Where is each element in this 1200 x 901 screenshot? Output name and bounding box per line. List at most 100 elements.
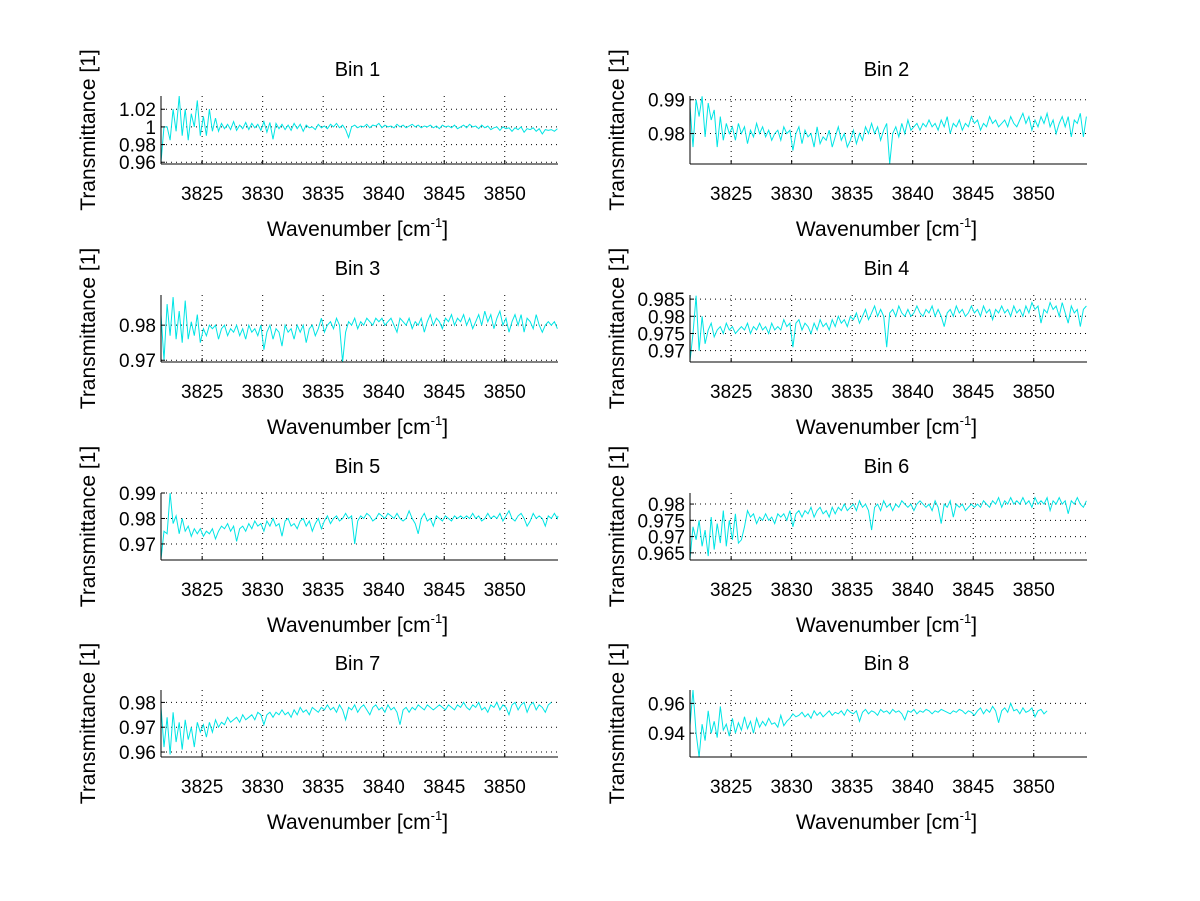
x-tick-label: 3835	[302, 382, 344, 403]
x-tick-label: 3835	[831, 777, 873, 798]
x-axis-label-superscript: -1	[431, 808, 443, 823]
x-axis-label-superscript: -1	[431, 611, 443, 626]
x-tick-label: 3850	[484, 777, 526, 798]
x-tick-label: 3830	[242, 777, 284, 798]
x-tick-label: 3825	[181, 184, 223, 205]
y-axis-label: Transmittance [1]	[606, 49, 629, 210]
x-tick-label: 3840	[363, 777, 405, 798]
x-tick-label: 3835	[831, 382, 873, 403]
x-tick-label: 3825	[181, 777, 223, 798]
x-axis-label-superscript: -1	[960, 808, 972, 823]
x-tick-label: 3830	[771, 777, 813, 798]
y-tick-label: 0.975	[637, 324, 685, 345]
series-line	[689, 96, 1087, 165]
y-tick-label: 0.98	[648, 125, 685, 146]
x-tick-label: 3825	[181, 580, 223, 601]
series-line	[160, 95, 558, 163]
x-axis-label: Wavenumber [cm-1]	[796, 413, 977, 439]
y-tick-label: 0.94	[648, 724, 685, 745]
x-axis-label-text: Wavenumber [cm	[796, 416, 960, 439]
x-axis-label-superscript: -1	[431, 413, 443, 428]
x-tick-label: 3840	[363, 184, 405, 205]
x-tick-label: 3850	[484, 184, 526, 205]
x-tick-label: 3825	[710, 777, 752, 798]
y-tick-label: 1.02	[119, 100, 156, 121]
y-tick-label: 0.97	[648, 342, 685, 363]
y-tick-label: 0.97	[119, 535, 156, 556]
x-tick-label: 3850	[1013, 580, 1055, 601]
x-axis-label-text: Wavenumber [cm	[267, 811, 431, 834]
x-tick-label: 3845	[423, 580, 465, 601]
y-tick-label: 0.98	[119, 136, 156, 157]
x-tick-label: 3850	[484, 382, 526, 403]
y-tick-label: 0.98	[119, 316, 156, 337]
x-tick-label: 3845	[423, 184, 465, 205]
panel-bin-2: 3825 3830 3835 3840 3845 3850 0.98 0.99 Bin 2 Wav…	[606, 49, 1087, 241]
x-axis-label-end: ]	[442, 614, 448, 637]
x-tick-label: 3840	[363, 382, 405, 403]
x-axis-label: Wavenumber [cm-1]	[796, 611, 977, 637]
panel-title: Bin 3	[335, 258, 381, 280]
x-tick-label: 3830	[242, 580, 284, 601]
x-axis-label-text: Wavenumber [cm	[267, 218, 431, 241]
y-tick-label: 0.97	[119, 718, 156, 739]
series-line	[689, 496, 1087, 560]
x-tick-label: 3825	[181, 382, 223, 403]
panel-title: Bin 7	[335, 653, 381, 675]
x-tick-label: 3825	[710, 382, 752, 403]
x-tick-label: 3845	[423, 777, 465, 798]
y-tick-label: 0.99	[119, 484, 156, 505]
x-tick-label: 3845	[952, 382, 994, 403]
x-tick-label: 3835	[831, 580, 873, 601]
y-tick-label: 0.97	[648, 528, 685, 549]
series-line	[160, 701, 552, 755]
x-tick-label: 3840	[892, 184, 934, 205]
x-axis-label: Wavenumber [cm-1]	[267, 808, 448, 834]
y-tick-label: 0.96	[648, 694, 685, 715]
x-axis-label-text: Wavenumber [cm	[796, 218, 960, 241]
x-tick-label: 3830	[771, 382, 813, 403]
panel-bin-3: 3825 3830 3835 3840 3845 3850 0.97 0.98 Bin 3 Wav…	[77, 248, 558, 439]
series-line	[689, 295, 1087, 362]
panel-title: Bin 5	[335, 456, 381, 478]
x-tick-label: 3840	[892, 382, 934, 403]
x-tick-label: 3840	[892, 777, 934, 798]
x-tick-label: 3835	[302, 580, 344, 601]
x-tick-label: 3845	[952, 777, 994, 798]
y-axis-label: Transmittance [1]	[77, 49, 100, 210]
x-tick-label: 3830	[242, 184, 284, 205]
x-tick-label: 3850	[1013, 382, 1055, 403]
x-tick-label: 3825	[710, 184, 752, 205]
x-tick-label: 3845	[952, 184, 994, 205]
y-tick-label: 0.96	[119, 153, 156, 174]
x-axis-label: Wavenumber [cm-1]	[267, 611, 448, 637]
x-axis-label-superscript: -1	[960, 413, 972, 428]
panel-bin-8: 3825 3830 3835 3840 3845 3850 0.94 0.96 Bin 8 Wav…	[606, 643, 1087, 834]
panel-bin-4: 3825 3830 3835 3840 3845 3850 0.970.9750.980.9…	[606, 248, 1087, 439]
panel-title: Bin 2	[864, 59, 910, 81]
panel-bin-5: 3825 3830 3835 3840 3845 3850 0.97 0.98 0.99 Bin …	[77, 446, 559, 637]
x-axis-label: Wavenumber [cm-1]	[796, 215, 977, 241]
x-axis-label-end: ]	[971, 811, 977, 834]
y-axis-label: Transmittance [1]	[77, 446, 100, 607]
series-line	[160, 297, 558, 363]
x-tick-label: 3850	[1013, 777, 1055, 798]
series-line	[689, 689, 1048, 758]
x-axis-label-text: Wavenumber [cm	[267, 416, 431, 439]
x-tick-label: 3850	[1013, 184, 1055, 205]
x-axis-label-superscript: -1	[960, 611, 972, 626]
y-tick-label: 0.965	[637, 544, 685, 565]
x-axis-label-end: ]	[442, 811, 448, 834]
y-tick-label: 0.98	[648, 307, 685, 328]
panel-title: Bin 1	[335, 59, 381, 81]
y-tick-label: 1	[145, 118, 156, 139]
y-axis-label: Transmittance [1]	[77, 248, 100, 409]
x-axis-label-text: Wavenumber [cm	[267, 614, 431, 637]
x-axis-label-end: ]	[971, 218, 977, 241]
y-axis-label: Transmittance [1]	[606, 446, 629, 607]
x-tick-label: 3825	[710, 580, 752, 601]
y-axis-label: Transmittance [1]	[606, 643, 629, 804]
x-axis-label-end: ]	[442, 416, 448, 439]
